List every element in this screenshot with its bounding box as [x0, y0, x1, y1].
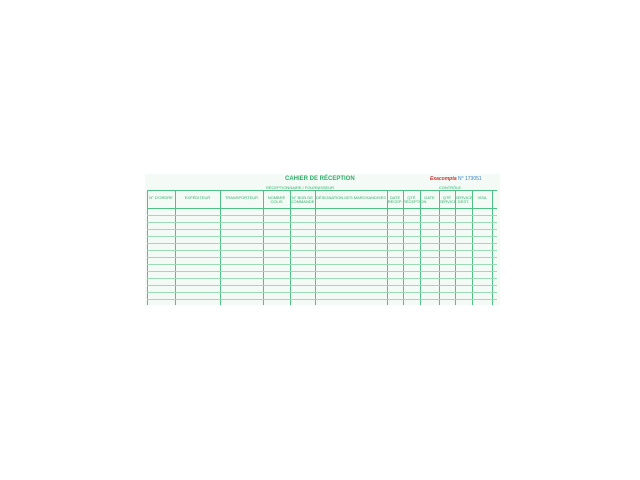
row-rule — [147, 215, 497, 216]
brand-logo: Exacompta — [430, 176, 457, 182]
column-rule — [315, 190, 316, 305]
column-header: DATE RÉCEP. — [387, 195, 403, 204]
column-rule — [387, 190, 388, 305]
column-rule — [472, 190, 473, 305]
column-header: N° BON DE COMMANDE — [290, 195, 315, 204]
column-rule — [420, 190, 421, 305]
column-rule — [290, 190, 291, 305]
column-header: SERVICE DEST. — [455, 195, 473, 204]
row-rule — [147, 278, 497, 279]
column-header: NOMBRE COLIS — [267, 195, 286, 204]
column-rule — [175, 190, 176, 305]
row-rule — [147, 299, 497, 300]
column-rule — [439, 190, 440, 305]
column-header: DATE — [424, 195, 435, 200]
row-rule — [147, 292, 497, 293]
column-header: N° D'ORDRE — [149, 195, 173, 200]
column-header: VISA — [477, 195, 487, 200]
row-rule — [147, 285, 497, 286]
column-rule — [220, 190, 221, 305]
column-header: QTÉ RÉCEPTION — [403, 195, 427, 204]
row-rule — [147, 257, 497, 258]
column-header: TRANSPORTEUR — [224, 195, 259, 200]
row-rule — [147, 236, 497, 237]
group-left-header: RÉCEPTIONNAIRE / FOURNISSEUR — [265, 185, 334, 190]
group-right-header: CONTRÔLE — [438, 185, 462, 190]
column-header: EXPÉDITEUR — [184, 195, 211, 200]
row-rule — [147, 229, 497, 230]
column-rule — [403, 190, 404, 305]
column-header: QTÉ SERVICE — [439, 195, 457, 204]
column-header: DÉSIGNATION DES MARCHANDISES — [316, 195, 386, 200]
column-rule — [455, 190, 456, 305]
column-rule — [263, 190, 264, 305]
row-rule — [147, 271, 497, 272]
form-number: N° 173051 — [458, 176, 482, 182]
row-rule — [147, 264, 497, 265]
column-rule — [147, 190, 148, 305]
reception-form-page: CAHIER DE RÉCEPTION Exacompta N° 173051 … — [145, 174, 500, 305]
header-rule — [147, 190, 497, 191]
header-rule — [147, 208, 497, 209]
row-rule — [147, 250, 497, 251]
row-rule — [147, 222, 497, 223]
form-title: CAHIER DE RÉCEPTION — [285, 176, 355, 182]
row-rule — [147, 243, 497, 244]
column-rule — [492, 190, 493, 305]
